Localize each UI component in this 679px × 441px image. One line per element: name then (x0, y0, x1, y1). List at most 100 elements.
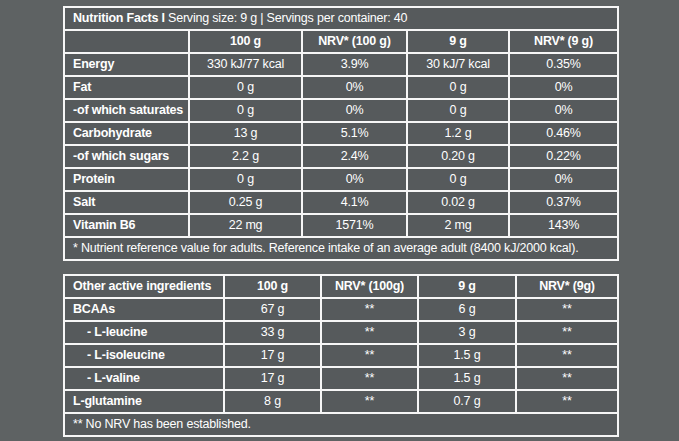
nutrition-facts-table: Nutrition Facts I Serving size: 9 g | Se… (63, 6, 619, 261)
row-value: 0% (302, 168, 407, 191)
row-value: 17 g (224, 367, 321, 390)
row-value: 0% (509, 168, 618, 191)
row-label: BCAAs (64, 298, 224, 321)
row-value: ** (321, 367, 418, 390)
header-nrv-9g: NRV* (9 g) (509, 30, 618, 53)
row-value: 0 g (189, 99, 302, 122)
row-label: - L-valine (64, 367, 224, 390)
table-title: Nutrition Facts I Serving size: 9 g | Se… (64, 7, 618, 30)
row-value: 0.22% (509, 145, 618, 168)
row-value: 0.7 g (418, 390, 516, 413)
no-nrv-footnote: ** No NRV has been established. (64, 413, 618, 436)
row-label: -of which saturates (64, 99, 189, 122)
row-value: 1.5 g (418, 367, 516, 390)
row-value: 2.2 g (189, 145, 302, 168)
row-energy: Energy 330 kJ/77 kcal 3.9% 30 kJ/7 kcal … (64, 53, 618, 76)
row-value: 13 g (189, 122, 302, 145)
row-value: 0.37% (509, 191, 618, 214)
row-value: 8 g (224, 390, 321, 413)
row-value: 5.1% (302, 122, 407, 145)
row-value: ** (321, 344, 418, 367)
row-value: ** (516, 321, 618, 344)
row-value: ** (321, 321, 418, 344)
row-value: 33 g (224, 321, 321, 344)
row-value: ** (516, 390, 618, 413)
row-value: 1.2 g (407, 122, 509, 145)
row-value: ** (516, 367, 618, 390)
row-value: ** (516, 344, 618, 367)
table-title-row: Nutrition Facts I Serving size: 9 g | Se… (64, 7, 618, 30)
row-value: 22 mg (189, 214, 302, 237)
row-value: 1571% (302, 214, 407, 237)
title-serving-text: Serving size: 9 g | Servings per contain… (168, 11, 407, 25)
column-header-row: 100 g NRV* (100 g) 9 g NRV* (9 g) (64, 30, 618, 53)
header-100g: 100 g (189, 30, 302, 53)
row-label: -of which sugars (64, 145, 189, 168)
row-value: 3 g (418, 321, 516, 344)
row-sugars: -of which sugars 2.2 g 2.4% 0.20 g 0.22% (64, 145, 618, 168)
row-value: 67 g (224, 298, 321, 321)
row-value: 4.1% (302, 191, 407, 214)
header-9g: 9 g (418, 275, 516, 298)
row-value: 0% (302, 76, 407, 99)
row-l-valine: - L-valine 17 g ** 1.5 g ** (64, 367, 618, 390)
row-value: 3.9% (302, 53, 407, 76)
header-other-active-ingredients: Other active ingredients (64, 275, 224, 298)
row-value: 330 kJ/77 kcal (189, 53, 302, 76)
row-value: 0% (302, 99, 407, 122)
row-value: 1.5 g (418, 344, 516, 367)
header-empty (64, 30, 189, 53)
header-nrv-9g: NRV* (9g) (516, 275, 618, 298)
row-carbohydrate: Carbohydrate 13 g 5.1% 1.2 g 0.46% (64, 122, 618, 145)
title-brand-text: Nutrition Facts I (73, 11, 168, 25)
row-l-glutamine: L-glutamine 8 g ** 0.7 g ** (64, 390, 618, 413)
row-value: 0% (509, 99, 618, 122)
row-value: 0 g (407, 168, 509, 191)
row-value: 0.46% (509, 122, 618, 145)
header-9g: 9 g (407, 30, 509, 53)
row-value: ** (321, 298, 418, 321)
row-value: 0 g (407, 99, 509, 122)
row-label: Protein (64, 168, 189, 191)
footnote-row: * Nutrient reference value for adults. R… (64, 237, 618, 260)
row-value: 0 g (189, 168, 302, 191)
row-label: Energy (64, 53, 189, 76)
row-value: 0 g (189, 76, 302, 99)
header-nrv-100g: NRV* (100 g) (302, 30, 407, 53)
row-value: 0.25 g (189, 191, 302, 214)
nrv-footnote: * Nutrient reference value for adults. R… (64, 237, 618, 260)
row-label: Salt (64, 191, 189, 214)
footnote-row: ** No NRV has been established. (64, 413, 618, 436)
row-bcaas: BCAAs 67 g ** 6 g ** (64, 298, 618, 321)
row-label: L-glutamine (64, 390, 224, 413)
row-fat: Fat 0 g 0% 0 g 0% (64, 76, 618, 99)
row-value: 2.4% (302, 145, 407, 168)
row-protein: Protein 0 g 0% 0 g 0% (64, 168, 618, 191)
row-label: Vitamin B6 (64, 214, 189, 237)
row-value: 0.02 g (407, 191, 509, 214)
row-vitamin-b6: Vitamin B6 22 mg 1571% 2 mg 143% (64, 214, 618, 237)
row-l-isoleucine: - L-isoleucine 17 g ** 1.5 g ** (64, 344, 618, 367)
header-100g: 100 g (224, 275, 321, 298)
row-value: 17 g (224, 344, 321, 367)
row-label: - L-isoleucine (64, 344, 224, 367)
row-l-leucine: - L-leucine 33 g ** 3 g ** (64, 321, 618, 344)
row-value: 6 g (418, 298, 516, 321)
row-value: 2 mg (407, 214, 509, 237)
row-value: 0.35% (509, 53, 618, 76)
row-salt: Salt 0.25 g 4.1% 0.02 g 0.37% (64, 191, 618, 214)
other-active-ingredients-table: Other active ingredients 100 g NRV* (100… (63, 274, 619, 437)
row-value: 30 kJ/7 kcal (407, 53, 509, 76)
row-saturates: -of which saturates 0 g 0% 0 g 0% (64, 99, 618, 122)
nutrition-label: Nutrition Facts I Serving size: 9 g | Se… (0, 0, 679, 441)
column-header-row: Other active ingredients 100 g NRV* (100… (64, 275, 618, 298)
row-label: Fat (64, 76, 189, 99)
row-value: ** (516, 298, 618, 321)
row-value: 0% (509, 76, 618, 99)
row-value: 0.20 g (407, 145, 509, 168)
row-value: 143% (509, 214, 618, 237)
row-label: Carbohydrate (64, 122, 189, 145)
row-label: - L-leucine (64, 321, 224, 344)
row-value: 0 g (407, 76, 509, 99)
header-nrv-100g: NRV* (100g) (321, 275, 418, 298)
